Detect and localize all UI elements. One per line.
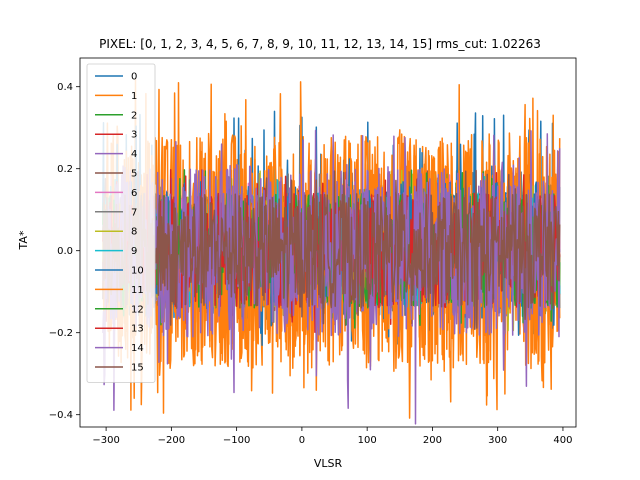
- legend-label-0: 0: [131, 72, 137, 83]
- series-line-15: [102, 169, 561, 330]
- legend-label-15: 15: [131, 363, 144, 374]
- y-tick-label: 0.4: [57, 82, 73, 93]
- legend-label-9: 9: [131, 246, 137, 257]
- x-tick-label: 400: [553, 435, 572, 446]
- legend-label-12: 12: [131, 304, 144, 315]
- plot-area: [79, 57, 577, 428]
- legend-label-2: 2: [131, 110, 137, 121]
- y-axis: −0.4 −0.2 0.0 0.2 0.4: [49, 82, 80, 421]
- x-tick-label: 0: [299, 435, 305, 446]
- x-tick-label: −300: [92, 435, 119, 446]
- x-axis: −300 −200 −100 0 100 200 300 400: [92, 427, 572, 446]
- legend-label-14: 14: [131, 343, 144, 354]
- y-tick-label: −0.2: [49, 328, 73, 339]
- y-tick-label: −0.4: [49, 410, 73, 421]
- x-tick-label: 300: [488, 435, 507, 446]
- x-tick-label: −100: [223, 435, 250, 446]
- legend-label-8: 8: [131, 227, 137, 238]
- legend-label-7: 7: [131, 207, 137, 218]
- legend-label-3: 3: [131, 130, 137, 141]
- legend-label-4: 4: [131, 149, 137, 160]
- legend-label-6: 6: [131, 188, 137, 199]
- axes-frame: [79, 57, 577, 428]
- x-tick-label: 200: [423, 435, 442, 446]
- y-axis-label: TA*: [17, 230, 30, 250]
- legend-label-11: 11: [131, 285, 144, 296]
- chart-title: PIXEL: [0, 1, 2, 3, 4, 5, 6, 7, 8, 9, 10…: [99, 37, 541, 51]
- legend-label-13: 13: [131, 324, 144, 335]
- legend-label-1: 1: [131, 91, 137, 102]
- y-tick-label: 0.0: [57, 246, 73, 257]
- x-tick-label: 100: [358, 435, 377, 446]
- y-tick-label: 0.2: [57, 164, 73, 175]
- legend-label-5: 5: [131, 169, 137, 180]
- x-tick-label: −200: [158, 435, 185, 446]
- legend-label-10: 10: [131, 266, 144, 277]
- x-axis-label: VLSR: [314, 457, 343, 470]
- legend-box: [86, 63, 156, 383]
